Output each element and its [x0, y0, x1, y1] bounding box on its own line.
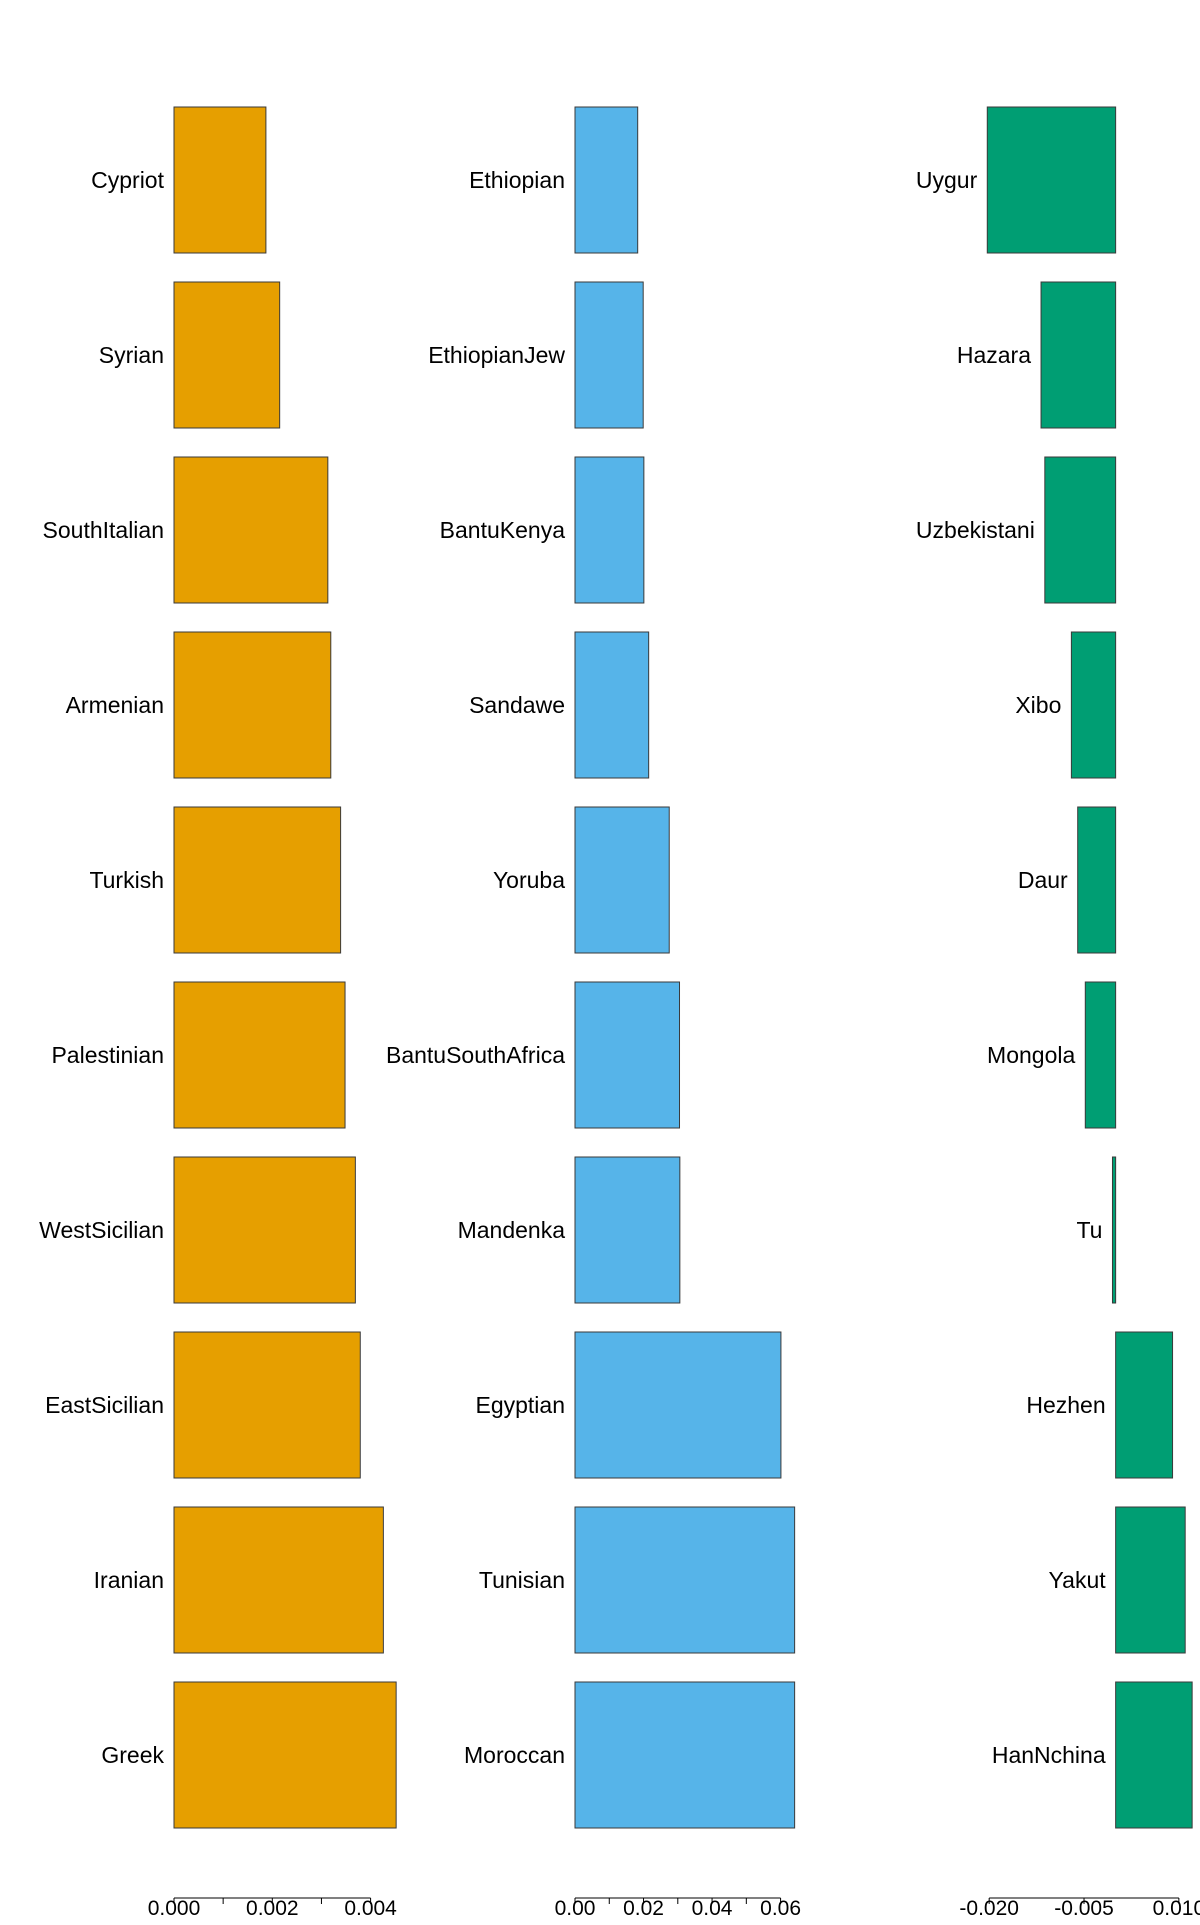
bar-yakut — [1115, 1506, 1186, 1654]
tick-label: 0.002 — [246, 1897, 299, 1920]
bar-uzbekistani — [1044, 456, 1117, 604]
bar-xibo — [1070, 631, 1117, 779]
category-label: HanNchina — [992, 1742, 1106, 1768]
category-label: Sandawe — [469, 692, 565, 718]
category-label: Armenian — [66, 692, 164, 718]
bar-turkish — [173, 806, 342, 954]
bar-eastsicilian — [173, 1331, 361, 1479]
tick-label: 0.00 — [555, 1897, 596, 1920]
x-axis-1: 0.000 0.002 0.004 — [148, 1897, 397, 1920]
category-label: Hazara — [957, 342, 1031, 368]
bar-mongola — [1084, 981, 1117, 1129]
bar-mandenka — [574, 1156, 681, 1304]
bar-hezhen — [1115, 1331, 1174, 1479]
bar-daur — [1077, 806, 1117, 954]
bar-palestinian — [173, 981, 346, 1129]
category-label: Iranian — [94, 1567, 164, 1593]
x-axis-2: 0.00 0.02 0.04 0.06 — [555, 1897, 801, 1920]
bar-hazara — [1040, 281, 1117, 429]
category-label: Uzbekistani — [916, 517, 1035, 543]
bar-westsicilian — [173, 1156, 356, 1304]
tick-label: -0.005 — [1054, 1897, 1114, 1920]
bar-armenian — [173, 631, 332, 779]
bar-bantukenya — [574, 456, 645, 604]
tick-label: 0.010 — [1153, 1897, 1200, 1920]
bar-panel-2: Ethiopian EthiopianJew BantuKenya Sandawe Yo… — [386, 106, 801, 1920]
category-label: Turkish — [89, 867, 164, 893]
category-label: BantuKenya — [440, 517, 566, 543]
tick-label: 0.000 — [148, 1897, 201, 1920]
tick-label: -0.020 — [959, 1897, 1019, 1920]
bar-ethiopianjew — [574, 281, 644, 429]
category-label: Mandenka — [458, 1217, 566, 1243]
bar-tu — [1111, 1156, 1117, 1304]
category-label: Yakut — [1049, 1567, 1107, 1593]
category-label: Syrian — [99, 342, 164, 368]
bar-syrian — [173, 281, 281, 429]
bar-ethiopian — [574, 106, 639, 254]
category-label: Uygur — [916, 167, 978, 193]
category-label: Hezhen — [1026, 1392, 1105, 1418]
category-label: SouthItalian — [43, 517, 164, 543]
bar-hannchina — [1115, 1681, 1193, 1829]
bar-egyptian — [574, 1331, 782, 1479]
tick-label: 0.04 — [692, 1897, 733, 1920]
category-label: Xibo — [1015, 692, 1061, 718]
bar-tunisian — [574, 1506, 796, 1654]
bar-southitalian — [173, 456, 329, 604]
bar-uygur — [986, 106, 1117, 254]
bar-sandawe — [574, 631, 650, 779]
category-label: Palestinian — [51, 1042, 164, 1068]
category-label: EastSicilian — [45, 1392, 164, 1418]
category-label: WestSicilian — [39, 1217, 164, 1243]
bar-iranian — [173, 1506, 384, 1654]
tick-label: 0.004 — [344, 1897, 397, 1920]
category-label: Daur — [1018, 867, 1068, 893]
category-label: Cypriot — [91, 167, 164, 193]
category-label: Ethiopian — [469, 167, 565, 193]
bar-bantusouthafrica — [574, 981, 681, 1129]
category-label: Egyptian — [475, 1392, 565, 1418]
bar-cypriot — [173, 106, 267, 254]
x-axis-3: -0.020 -0.005 0.010 — [959, 1897, 1200, 1920]
category-label: Greek — [101, 1742, 164, 1768]
bar-greek — [173, 1681, 397, 1829]
category-label: Tu — [1076, 1217, 1102, 1243]
bar-panel-3: Uygur Hazara Uzbekistani Xibo Daur Mongola Tu H… — [916, 106, 1200, 1920]
bar-yoruba — [574, 806, 670, 954]
category-label: Mongola — [987, 1042, 1075, 1068]
category-label: Moroccan — [464, 1742, 565, 1768]
bar-moroccan — [574, 1681, 796, 1829]
bar-panel-1: Cypriot Syrian SouthItalian Armenian Turkish… — [39, 106, 397, 1920]
category-label: Tunisian — [479, 1567, 565, 1593]
category-label: EthiopianJew — [428, 342, 565, 368]
tick-label: 0.06 — [760, 1897, 801, 1920]
category-label: BantuSouthAfrica — [386, 1042, 565, 1068]
tick-label: 0.02 — [623, 1897, 664, 1920]
category-label: Yoruba — [493, 867, 565, 893]
